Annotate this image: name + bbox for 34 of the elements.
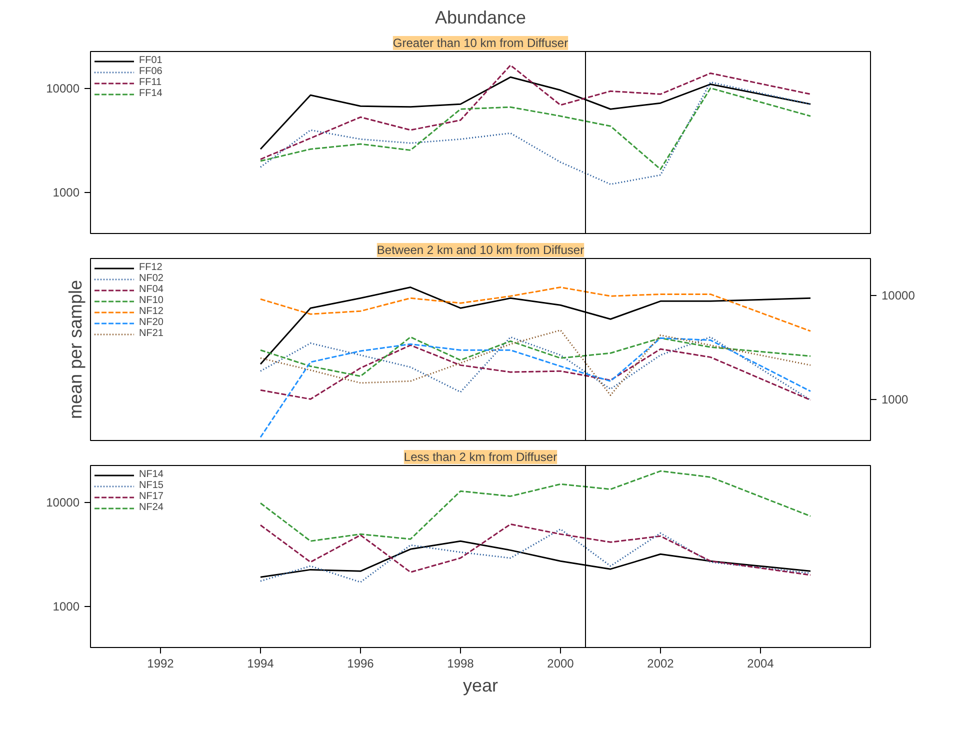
legend-label: NF17 — [139, 491, 164, 502]
x-tick-label: 1996 — [347, 656, 374, 670]
legend-label: NF02 — [139, 273, 164, 284]
x-tick-label: 1992 — [147, 656, 174, 670]
y-tick-label: 10000 — [46, 82, 80, 96]
legend-label: FF01 — [139, 55, 162, 66]
legend-label: NF20 — [139, 317, 164, 328]
chart-title: Abundance — [434, 8, 526, 28]
legend-label: NF24 — [139, 502, 164, 513]
y-tick-label: 1000 — [52, 186, 80, 200]
x-tick-label: 2002 — [647, 656, 674, 670]
chart-subtitle: Greater than 10 km from Diffuser — [392, 36, 568, 50]
y-tick-label: 10000 — [882, 288, 916, 303]
x-tick-label: 2000 — [547, 656, 574, 670]
legend-label: NF04 — [139, 284, 164, 295]
chart-subtitle: Less than 2 km from Diffuser — [404, 450, 558, 464]
legend-label: NF12 — [139, 306, 164, 317]
legend-label: NF15 — [139, 480, 164, 491]
x-tick-label: 1994 — [247, 656, 274, 670]
x-axis-title: year — [462, 676, 498, 696]
legend-label: NF14 — [139, 469, 164, 480]
chart-subtitle: Between 2 km and 10 km from Diffuser — [376, 243, 584, 257]
x-tick-label: 1998 — [447, 656, 474, 670]
legend-label: FF11 — [139, 77, 162, 88]
legend-label: NF21 — [139, 328, 164, 339]
legend-label: NF10 — [139, 295, 164, 306]
y-tick-label: 1000 — [52, 600, 80, 614]
y-axis-title: mean per sample — [66, 280, 86, 420]
x-tick-label: 2004 — [747, 656, 774, 670]
y-tick-label: 1000 — [882, 392, 909, 407]
legend-label: FF06 — [139, 66, 162, 77]
y-tick-label: 10000 — [46, 496, 80, 510]
legend-label: FF12 — [139, 262, 162, 273]
legend-label: FF14 — [139, 88, 162, 99]
